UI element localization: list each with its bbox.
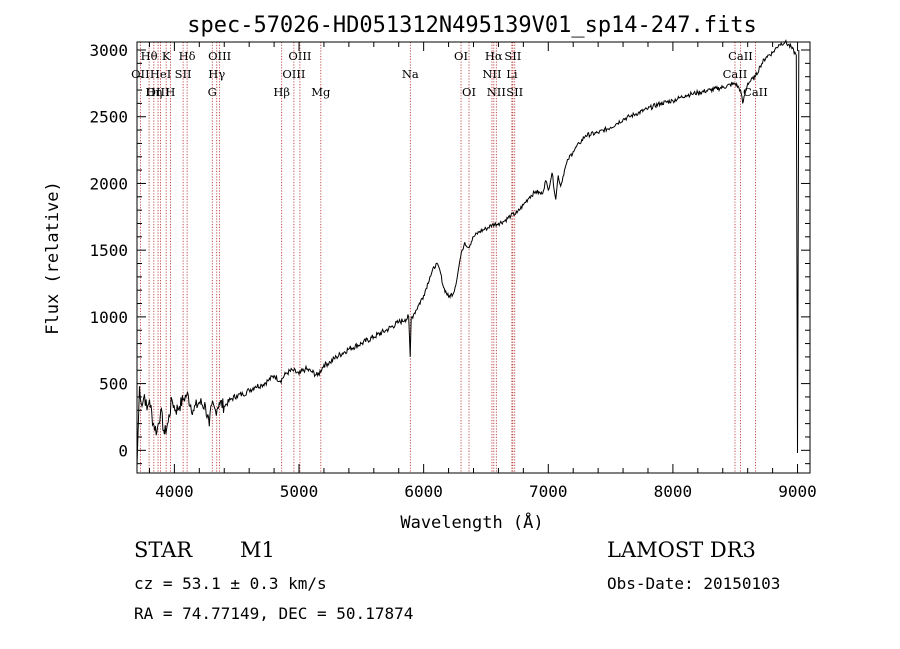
y-axis-label: Flux (relative) (43, 181, 63, 335)
redshift-cz: cz = 53.1 ± 0.3 km/s (134, 574, 327, 593)
line-label-1: OII (131, 67, 150, 81)
y-axis-ticks: 0 500 1000 1500 2000 2500 3000 (89, 41, 810, 465)
line-label-15: Mg (311, 85, 331, 99)
line-label-23: NII (487, 85, 506, 99)
line-label-24: SII (506, 85, 523, 99)
spectral-line-markers (139, 42, 756, 473)
line-label-0: Hθ (141, 49, 158, 63)
line-label-18: OI (462, 85, 476, 99)
y-tick-label-1: 500 (99, 375, 128, 394)
line-label-3: K (162, 49, 171, 63)
line-label-6: Hδ (179, 49, 196, 63)
line-label-13: OIII (282, 67, 305, 81)
chart-title: spec-57026-HD051312N495139V01_sp14-247.f… (187, 13, 757, 38)
line-label-5: Hη (145, 85, 162, 99)
line-label-22: Li (506, 67, 518, 81)
x-tick-label-1: 5000 (280, 482, 319, 501)
line-label-8: H (165, 85, 175, 99)
x-axis-ticks: 4000 5000 6000 7000 8000 9000 (148, 42, 817, 501)
line-label-10: Hγ (208, 67, 225, 81)
y-tick-label-3: 1500 (89, 241, 128, 260)
survey-name: LAMOST DR3 (607, 538, 756, 562)
obs-date: Obs-Date: 20150103 (607, 574, 781, 593)
plot-frame (136, 41, 811, 474)
coordinates: RA = 74.77149, DEC = 50.17874 (134, 604, 414, 623)
y-tick-label-4: 2000 (89, 174, 128, 193)
line-label-4: HeI (150, 67, 171, 81)
line-label-20: SII (504, 49, 521, 63)
line-label-27: CaII (743, 85, 768, 99)
object-subclass: M1 (240, 538, 275, 562)
line-label-19: Hα (485, 49, 503, 63)
x-tick-label-3: 7000 (529, 482, 568, 501)
x-tick-label-4: 8000 (654, 482, 693, 501)
line-label-16: Na (402, 67, 419, 81)
x-tick-label-0: 4000 (155, 482, 194, 501)
x-tick-label-5: 9000 (778, 482, 817, 501)
line-label-14: Hβ (273, 85, 290, 99)
line-label-9: OIII (208, 49, 231, 63)
spectrum-series-line (136, 39, 800, 467)
line-label-26: CaII (723, 67, 748, 81)
y-tick-label-2: 1000 (89, 308, 128, 327)
line-label-12: OIII (288, 49, 311, 63)
line-label-17: OI (454, 49, 468, 63)
object-class: STAR (134, 538, 193, 562)
line-label-2: OIII (147, 85, 170, 99)
y-tick-label-6: 3000 (89, 41, 128, 60)
line-label-25: CaII (728, 49, 753, 63)
line-label-21: NII (482, 67, 501, 81)
y-tick-label-5: 2500 (89, 108, 128, 127)
y-tick-label-0: 0 (118, 441, 128, 460)
line-label-7: SII (175, 67, 192, 81)
x-axis-label: Wavelength (Å) (400, 511, 543, 533)
x-tick-label-2: 6000 (404, 482, 443, 501)
line-label-11: G (208, 85, 217, 99)
